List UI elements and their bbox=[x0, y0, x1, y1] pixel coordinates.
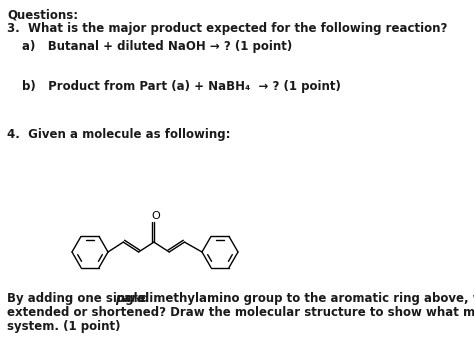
Text: b)   Product from Part (a) + NaBH₄  → ? (1 point): b) Product from Part (a) + NaBH₄ → ? (1 … bbox=[22, 80, 341, 93]
Text: a)   Butanal + diluted NaOH → ? (1 point): a) Butanal + diluted NaOH → ? (1 point) bbox=[22, 40, 292, 53]
Text: 3.  What is the major product expected for the following reaction?: 3. What is the major product expected fo… bbox=[7, 22, 447, 35]
Text: Questions:: Questions: bbox=[7, 8, 78, 21]
Text: -dimethylamino group to the aromatic ring above, will the conjugation be: -dimethylamino group to the aromatic rin… bbox=[136, 292, 474, 305]
Text: O: O bbox=[152, 211, 160, 221]
Text: system. (1 point): system. (1 point) bbox=[7, 320, 120, 333]
Text: para: para bbox=[115, 292, 145, 305]
Text: By adding one single: By adding one single bbox=[7, 292, 150, 305]
Text: 4.  Given a molecule as following:: 4. Given a molecule as following: bbox=[7, 128, 230, 141]
Text: extended or shortened? Draw the molecular structure to show what may happen to t: extended or shortened? Draw the molecula… bbox=[7, 306, 474, 319]
